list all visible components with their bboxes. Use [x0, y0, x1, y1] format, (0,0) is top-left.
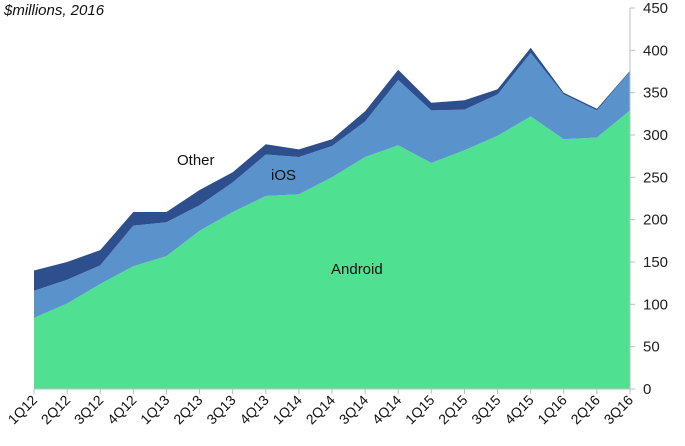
x-tick-label: 1Q13: [137, 392, 173, 428]
x-tick-label: 2Q12: [38, 392, 74, 428]
x-tick-label: 1Q15: [402, 392, 438, 428]
x-tick-label: 4Q14: [369, 392, 405, 428]
y-tick-label: 150: [643, 254, 668, 271]
x-tick-label: 1Q12: [5, 392, 41, 428]
series-label-ios: iOS: [271, 167, 296, 184]
x-axis: 1Q122Q123Q124Q121Q132Q133Q134Q131Q142Q14…: [5, 388, 637, 428]
x-tick-label: 2Q15: [435, 392, 471, 428]
x-tick-label: 2Q14: [303, 392, 339, 428]
y-tick-label: 50: [643, 339, 660, 356]
x-tick-label: 3Q12: [71, 392, 107, 428]
y-tick-label: 250: [643, 169, 668, 186]
area-other: [34, 47, 630, 291]
y-tick-label: 200: [643, 212, 668, 229]
x-tick-label: 4Q13: [236, 392, 272, 428]
y-tick-label: 350: [643, 85, 668, 102]
x-tick-label: 4Q12: [104, 392, 140, 428]
series-label-android: Android: [331, 261, 383, 278]
x-tick-label: 1Q14: [269, 392, 305, 428]
area-ios: [34, 52, 630, 318]
x-tick-label: 3Q15: [468, 392, 504, 428]
x-tick-label: 4Q15: [501, 392, 537, 428]
y-axis: 0 50 100 150 200 250 300 350 400 450: [629, 0, 668, 398]
x-tick-label: 1Q16: [534, 392, 570, 428]
series-labels: Android iOS Other: [177, 152, 383, 278]
y-tick-label: 400: [643, 42, 668, 59]
y-tick-label: 450: [643, 0, 668, 17]
y-tick-label: 100: [643, 296, 668, 313]
y-tick-label: 300: [643, 127, 668, 144]
units-label: $millions, 2016: [4, 2, 105, 19]
series-label-other: Other: [177, 152, 215, 169]
area-android: [34, 110, 630, 390]
x-tick-label: 3Q14: [336, 392, 372, 428]
plot-area: [34, 47, 630, 390]
y-tick-label: 0: [643, 381, 651, 398]
x-tick-label: 3Q16: [601, 392, 637, 428]
x-tick-label: 2Q13: [170, 392, 206, 428]
x-tick-label: 3Q13: [203, 392, 239, 428]
x-tick-label: 2Q16: [567, 392, 603, 428]
